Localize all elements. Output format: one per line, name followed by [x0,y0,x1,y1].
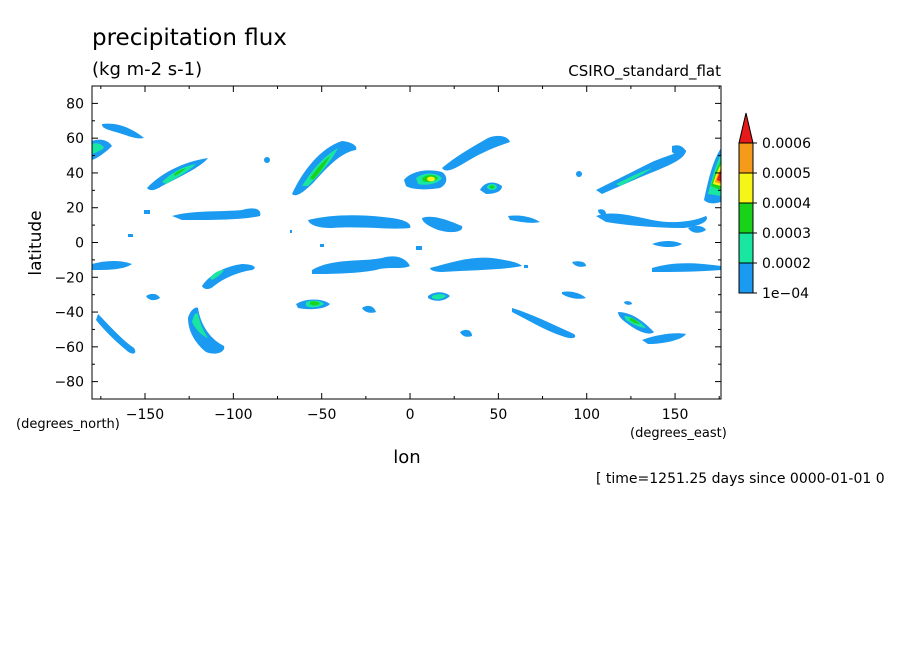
x-axis-label: lon [393,447,420,468]
x-tick-label: 100 [573,407,600,423]
time-footer: [ time=1251.25 days since 0000-01-01 0 [596,471,885,487]
y-tick-label: 60 [66,131,84,147]
x-axis: −150 −100 −50 0 50 100 150 [100,86,720,423]
chart-subtitle: (kg m-2 s-1) [92,59,202,80]
plot-area [92,86,721,399]
colorbar-swatch [738,262,754,294]
europe-cell-feature [404,170,447,190]
colorbar-label: 0.0003 [762,226,811,242]
y-tick-label: −20 [54,270,84,286]
equatorial-bands-feature [128,208,708,268]
colorbar-label: 0.0002 [762,256,811,272]
northwest-band-feature [92,123,144,160]
x-units-label: (degrees_east) [630,426,727,441]
y-tick-label: 40 [66,166,84,182]
colorbar-label: 0.0006 [762,136,811,152]
x-tick-label: 0 [406,407,415,423]
arabian-cell-feature [480,182,502,194]
y-axis-label: latitude [26,210,46,275]
y-units-label: (degrees_north) [16,417,120,432]
south-pacific-band-feature [202,264,255,289]
x-tick-label: 50 [489,407,507,423]
colorbar-label: 0.0005 [762,166,811,182]
x-tick-label: −100 [214,407,252,423]
colorbar-swatch [738,202,754,234]
chart-title: precipitation flux [92,25,287,51]
south-equatorial-bands-feature [92,256,721,274]
y-axis: 80 60 40 20 0 −20 −40 −60 −80 [54,96,721,391]
dataset-label: CSIRO_standard_flat [568,62,721,81]
southern-small-cells-feature [146,291,632,337]
colorbar-swatch [738,142,754,174]
north-atlantic-band-feature [264,141,357,196]
colorbar-max-arrow [738,112,754,144]
x-tick-label: 150 [662,407,689,423]
x-tick-label: −50 [307,407,337,423]
central-asia-band-feature [442,135,510,171]
north-pacific-band-feature [147,158,208,191]
y-tick-label: −40 [54,305,84,321]
colorbar-label: 0.0004 [762,196,811,212]
southern-ocean-bands-feature [96,307,686,354]
y-tick-label: −80 [54,375,84,391]
y-tick-label: −60 [54,340,84,356]
colorbar-label: 1e−04 [762,286,809,302]
small-blob [576,171,582,177]
colorbar: 1e−04 0.0002 0.0003 0.0004 0.0005 0.0006 [738,112,811,302]
y-tick-label: 20 [66,201,84,217]
colorbar-swatch [738,232,754,264]
y-tick-label: 80 [66,96,84,112]
y-tick-label: 0 [75,236,84,252]
colorbar-swatch [738,172,754,204]
east-asia-band-feature [596,145,686,194]
x-tick-label: −150 [126,407,164,423]
